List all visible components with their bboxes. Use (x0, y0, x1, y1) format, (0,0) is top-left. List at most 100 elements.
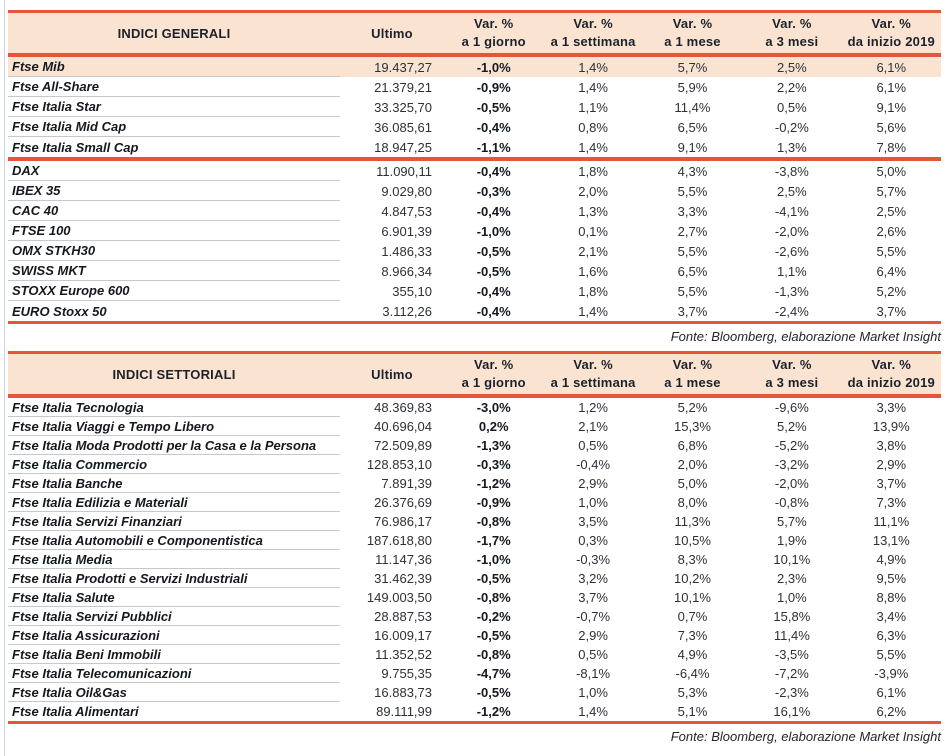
table-row: Ftse Italia Salute 149.003,50 -0,8% 3,7% 10,… (8, 588, 941, 607)
ultimo-value: 4.847,53 (381, 203, 432, 219)
var-value: -2,4% (774, 303, 809, 319)
var-value: 4,3% (677, 163, 708, 179)
ultimo-value: 9.029,80 (381, 183, 432, 199)
double-rule-separator (8, 53, 941, 57)
var-value: 5,5% (677, 283, 708, 299)
var-value: 0,7% (677, 609, 708, 624)
double-rule-separator (8, 394, 941, 398)
index-name: Ftse Italia Banche (8, 474, 340, 493)
var-value: 3,8% (876, 438, 907, 453)
ultimo-value: 76.986,17 (374, 514, 432, 529)
var-value: -0,5% (476, 243, 511, 259)
var-value: 10,1% (773, 552, 811, 567)
index-name: Ftse Italia Servizi Pubblici (8, 607, 340, 626)
table-title: INDICI GENERALI (8, 13, 340, 53)
var-value: 1,0% (578, 685, 608, 700)
var-value: -0,9% (476, 79, 511, 95)
var-value: 5,9% (677, 79, 708, 95)
indici-settoriali-table: INDICI SETTORIALI Ultimo Var. % a 1 gior… (8, 351, 941, 724)
var-value: 7,3% (677, 628, 708, 643)
double-rule-separator (8, 157, 941, 161)
ultimo-value: 48.369,83 (374, 400, 432, 415)
table-title: INDICI SETTORIALI (8, 354, 340, 394)
table-row: Ftse Italia Star 33.325,70 -0,5% 1,1% 11,4% 0… (8, 97, 941, 117)
var-value: -1,3% (774, 283, 809, 299)
ultimo-value: 11.090,11 (376, 163, 432, 179)
var-value: -0,4% (476, 163, 511, 179)
index-name: Ftse Italia Beni Immobili (8, 645, 340, 664)
table-row: Ftse Italia Beni Immobili 11.352,52 -0,8% 0… (8, 645, 941, 664)
index-name: Ftse Italia Commercio (8, 455, 340, 474)
var-value: 5,5% (677, 243, 708, 259)
var-value: 2,5% (742, 57, 842, 77)
ultimo-value: 89.111,99 (376, 704, 432, 719)
var-value: 0,5% (578, 438, 608, 453)
table-header-row: INDICI SETTORIALI Ultimo Var. % a 1 gior… (8, 354, 941, 394)
ultimo-value: 3.112,26 (382, 303, 432, 319)
var-value: 5,1% (677, 704, 708, 719)
col-header-var-1-mese: Var. % a 1 mese (642, 354, 743, 394)
var-value: 3,7% (876, 476, 907, 491)
table-row: Ftse Italia Edilizia e Materiali 26.376,6… (8, 493, 941, 512)
index-name: Ftse Italia Oil&Gas (8, 683, 340, 702)
var-value: 3,2% (578, 571, 608, 586)
index-name: Ftse Italia Salute (8, 588, 340, 607)
table-row: Ftse Italia Alimentari 89.111,99 -1,2% 1,4%… (8, 702, 941, 721)
table-row: Ftse Italia Small Cap 18.947,25 -1,1% 1,4% 9… (8, 137, 941, 157)
var-value: 5,2% (777, 419, 807, 434)
var-value: 0,5% (777, 99, 807, 115)
table-row: Ftse Italia Media 11.147,36 -1,0% -0,3% 8,3%… (8, 550, 941, 569)
indici-generali-section: INDICI GENERALI Ultimo Var. % a 1 giorno… (8, 10, 941, 345)
var-value: -0,9% (476, 495, 511, 510)
var-value: 1,4% (578, 79, 608, 95)
table-row: OMX STKH30 1.486,33 -0,5% 2,1% 5,5% -2,6% 5,5% (8, 241, 941, 261)
table-row: CAC 40 4.847,53 -0,4% 1,3% 3,3% -4,1% 2,5% (8, 201, 941, 221)
var-value: 6,5% (677, 263, 708, 279)
var-value: 3,3% (677, 203, 708, 219)
var-value: 1,1% (777, 263, 807, 279)
var-value: 2,2% (777, 79, 807, 95)
var-value: -0,4% (476, 119, 511, 135)
ultimo-value: 36.085,61 (374, 119, 432, 135)
col-header-var-1-settimana: Var. % a 1 settimana (543, 354, 643, 394)
table-row: EURO Stoxx 50 3.112,26 -0,4% 1,4% 3,7% -2,4% 3… (8, 301, 941, 321)
var-value: 7,8% (876, 139, 907, 155)
var-value: 6,5% (677, 119, 708, 135)
ultimo-value: 128.853,10 (366, 457, 432, 472)
var-value: -4,1% (774, 203, 809, 219)
table-body: Ftse Italia Tecnologia 48.369,83 -3,0% 1,2%… (8, 394, 941, 721)
var-value: 2,7% (677, 223, 708, 239)
var-value: 0,8% (578, 119, 608, 135)
var-value: 1,4% (543, 57, 643, 77)
ultimo-value: 28.887,53 (374, 609, 432, 624)
var-value: 8,3% (677, 552, 708, 567)
var-value: 2,5% (876, 203, 907, 219)
ultimo-value: 1.486,33 (381, 243, 432, 259)
var-value: -0,5% (476, 571, 511, 586)
var-value: 13,1% (872, 533, 910, 548)
var-value: -3,8% (774, 163, 809, 179)
index-name: Ftse Italia Edilizia e Materiali (8, 493, 340, 512)
ultimo-value: 9.755,35 (381, 666, 432, 681)
var-value: 5,5% (876, 647, 907, 662)
index-name: Ftse Italia Tecnologia (8, 398, 340, 417)
table-row: Ftse Italia Servizi Pubblici 28.887,53 -0,… (8, 607, 941, 626)
ultimo-value: 7.891,39 (381, 476, 432, 491)
ultimo-value: 16.009,17 (374, 628, 432, 643)
var-value: 13,9% (872, 419, 910, 434)
var-value: 6,2% (876, 704, 907, 719)
table-row: Ftse All-Share 21.379,21 -0,9% 1,4% 5,9% 2,2%… (8, 77, 941, 97)
col-header-var-inizio-2019: Var. % da inizio 2019 (841, 354, 941, 394)
ultimo-value: 33.325,70 (374, 99, 432, 115)
index-name: Ftse Italia Prodotti e Servizi Industria… (8, 569, 340, 588)
var-value: 11,3% (674, 514, 711, 529)
var-value: -2,0% (774, 223, 809, 239)
var-value: -0,5% (476, 628, 511, 643)
col-header-ultimo: Ultimo (340, 13, 444, 53)
ultimo-value: 149.003,50 (366, 590, 432, 605)
var-value: 15,8% (773, 609, 811, 624)
var-value: 1,0% (777, 590, 807, 605)
var-value: 11,4% (773, 628, 810, 643)
var-value: 3,7% (578, 590, 608, 605)
var-value: 6,8% (677, 438, 708, 453)
